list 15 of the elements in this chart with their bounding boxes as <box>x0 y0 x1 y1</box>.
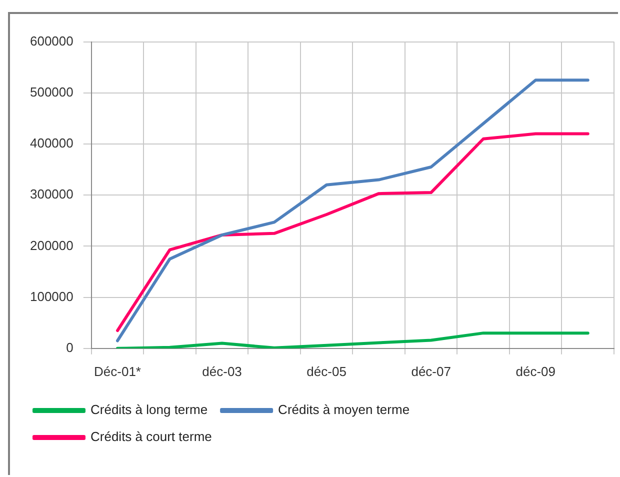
x-tick-label: déc-03 <box>202 364 242 379</box>
legend-label: Crédits à court terme <box>90 429 212 444</box>
legend-label: Crédits à long terme <box>90 402 208 418</box>
x-tick-label: Déc-01* <box>94 364 141 379</box>
x-tick-label: déc-05 <box>306 364 346 379</box>
legend-label: Crédits à moyen terme <box>278 402 410 418</box>
y-tick-label: 0 <box>66 340 74 355</box>
x-tick-label: déc-07 <box>411 364 451 379</box>
y-tick-label: 100000 <box>30 288 74 304</box>
x-tick-label: déc-09 <box>516 364 556 379</box>
y-tick-label: 400000 <box>30 136 74 151</box>
y-tick-label: 600000 <box>30 33 74 48</box>
y-tick-label: 300000 <box>30 186 74 202</box>
y-tick-label: 500000 <box>30 84 74 100</box>
y-tick-label: 200000 <box>30 238 74 253</box>
